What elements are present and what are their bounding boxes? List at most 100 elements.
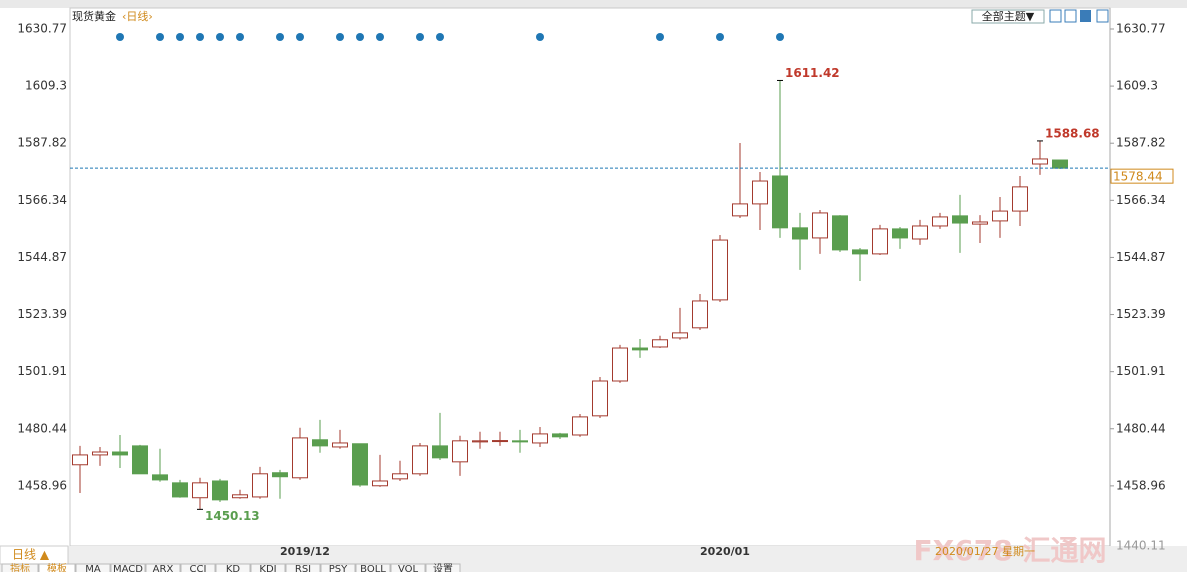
icon[interactable]: [1064, 9, 1077, 23]
event-dot: [436, 33, 444, 41]
toolbar: [0, 0, 1187, 8]
tab-label[interactable]: MACD: [113, 564, 143, 572]
candle-body: [132, 445, 148, 475]
tab-label[interactable]: KD: [226, 564, 241, 572]
tab-label[interactable]: BOLL: [360, 564, 386, 572]
event-dot: [196, 33, 204, 41]
candle-body: [192, 482, 208, 499]
extreme-label: 1450.13: [205, 509, 260, 523]
candle-body: [912, 225, 928, 240]
event-dot: [776, 33, 784, 41]
candle-body: [232, 494, 248, 499]
event-dot: [356, 33, 364, 41]
extreme-label: 1588.68: [1045, 126, 1100, 140]
candle-body: [772, 175, 788, 229]
event-dot: [716, 33, 724, 41]
price-label: 1578.44: [1113, 170, 1163, 184]
candle-body: [292, 437, 308, 479]
tab-label[interactable]: 模板: [47, 562, 67, 572]
event-dot: [656, 33, 664, 41]
price-box: [1110, 168, 1174, 184]
candle-body: [792, 227, 808, 240]
candle-body: [812, 212, 828, 239]
icon[interactable]: [1049, 9, 1062, 23]
tab[interactable]: [180, 563, 216, 572]
tab[interactable]: [320, 563, 356, 572]
event-dot: [156, 33, 164, 41]
candle-body: [172, 482, 188, 498]
candle-body: [472, 440, 488, 443]
candle-body: [632, 347, 648, 351]
y-tick-label: 1630.77: [17, 22, 67, 36]
y-min-label: 1440.11: [1116, 539, 1166, 553]
tab[interactable]: [355, 563, 391, 572]
tab-label[interactable]: VOL: [398, 564, 419, 572]
tab[interactable]: [425, 563, 461, 572]
icon[interactable]: [1080, 10, 1091, 22]
candle-body: [332, 442, 348, 448]
candle-body: [952, 215, 968, 224]
candle-body: [272, 472, 288, 478]
tab-label[interactable]: PSY: [329, 564, 348, 572]
candle-body: [492, 440, 508, 443]
x-tick-label: 2019/12: [280, 545, 330, 558]
candle-body: [692, 300, 708, 329]
tab-label[interactable]: ARX: [153, 564, 174, 572]
tab[interactable]: [215, 563, 251, 572]
watermark: FX678 汇通网: [914, 534, 1107, 567]
y-tick-label-right: 1544.87: [1116, 250, 1166, 264]
candle-body: [752, 180, 768, 205]
icon[interactable]: [1096, 9, 1109, 23]
y-tick-label-right: 1609.3: [1116, 79, 1158, 93]
candle-body: [92, 451, 108, 456]
y-tick-label-right: 1501.91: [1116, 364, 1166, 378]
candle-body: [412, 445, 428, 475]
tab[interactable]: [38, 563, 76, 572]
event-dot: [536, 33, 544, 41]
y-tick-label: 1480.44: [17, 421, 67, 435]
y-tick-label: 1458.96: [17, 478, 67, 492]
period-switch[interactable]: ‹日线›: [122, 9, 153, 23]
footer-period[interactable]: 日线 ▲: [12, 548, 50, 562]
tab-label[interactable]: RSI: [295, 564, 311, 572]
candle-body: [592, 380, 608, 417]
y-tick-label-right: 1458.96: [1116, 478, 1166, 492]
tab[interactable]: [1, 563, 39, 572]
tab-label[interactable]: 指标: [10, 562, 30, 572]
candle-body: [112, 451, 128, 456]
x-tick-label: 2020/01: [700, 545, 750, 558]
candle-body: [392, 473, 408, 480]
y-tick-label: 1523.39: [17, 307, 67, 321]
tab[interactable]: [75, 563, 111, 572]
y-tick-label: 1566.34: [17, 193, 67, 207]
candle-body: [1012, 186, 1028, 212]
y-tick-label-right: 1480.44: [1116, 421, 1166, 435]
theme-label[interactable]: 全部主题▼: [982, 9, 1035, 23]
candle-body: [452, 440, 468, 463]
tab[interactable]: [390, 563, 426, 572]
tab[interactable]: [285, 563, 321, 572]
tab-label[interactable]: MA: [85, 564, 101, 572]
tab[interactable]: [250, 563, 286, 572]
candle-body: [872, 228, 888, 255]
event-dot: [236, 33, 244, 41]
candle-body: [252, 473, 268, 498]
event-dot: [336, 33, 344, 41]
y-tick-label-right: 1566.34: [1116, 193, 1166, 207]
tab-label[interactable]: 设置: [433, 563, 453, 572]
tab[interactable]: [110, 563, 146, 572]
y-tick-label: 1587.82: [17, 136, 67, 150]
candle-body: [1032, 158, 1048, 165]
candle-body: [712, 239, 728, 301]
y-tick-label: 1501.91: [17, 364, 67, 378]
date-label: 2020/01/27 星期一: [935, 545, 1035, 558]
tab-label[interactable]: KDJ: [259, 564, 276, 572]
tab[interactable]: [145, 563, 181, 572]
tab-label[interactable]: CCI: [190, 564, 207, 572]
candle-body: [212, 480, 228, 501]
theme-button[interactable]: [971, 9, 1045, 24]
candle-body: [152, 474, 168, 481]
candle-body: [372, 480, 388, 487]
event-dot: [296, 33, 304, 41]
